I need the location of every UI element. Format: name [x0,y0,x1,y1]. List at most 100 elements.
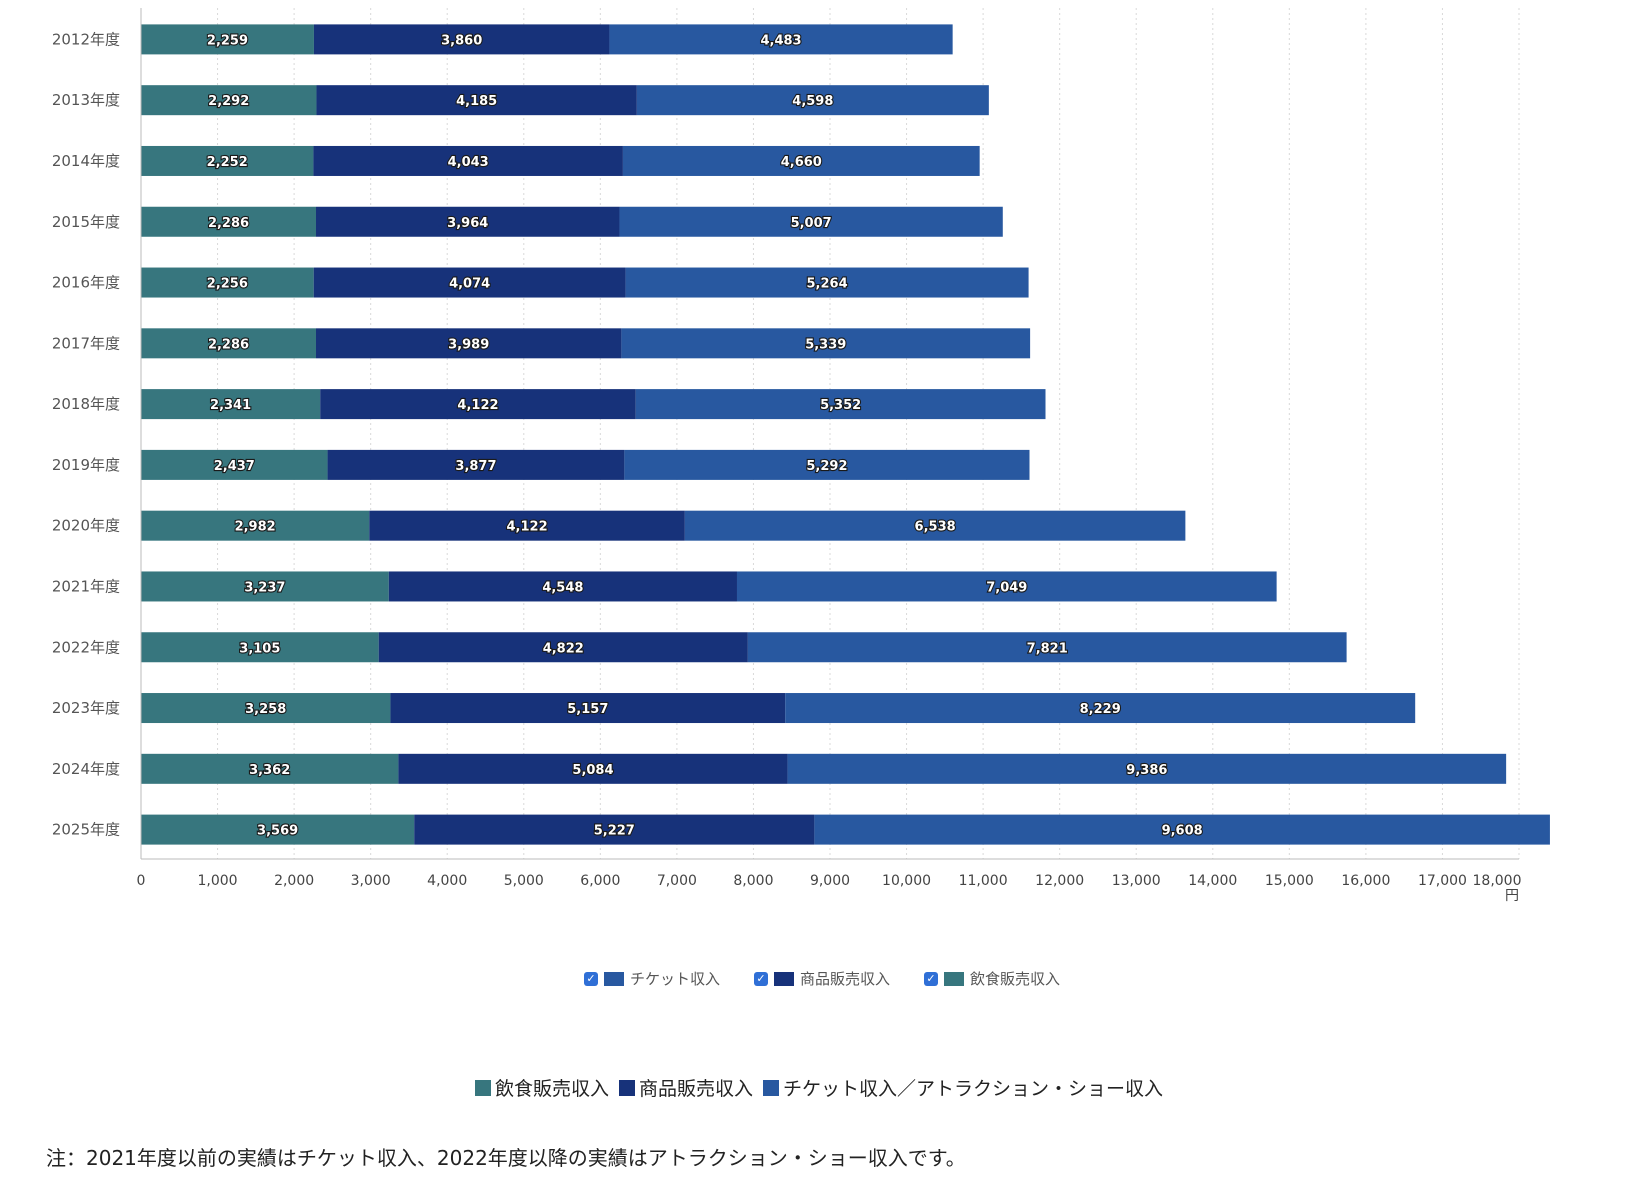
legend: ✓ チケット収入 ✓ 商品販売収入 ✓ 飲食販売収入 [0,968,1644,989]
static-legend-item-food: 飲食販売収入 [474,1074,609,1101]
data-label: 8,229 [1080,702,1121,717]
data-label: 6,538 [915,520,956,535]
x-tick-label: 5,000 [504,873,544,889]
legend-label: 商品販売収入 [799,970,890,988]
data-label: 5,227 [594,824,635,839]
bar-segment[interactable] [369,510,685,541]
bar-segment[interactable] [141,389,321,420]
data-label: 2,259 [207,33,248,48]
bar-segment[interactable] [390,693,786,724]
category-label: 2019年度 [52,456,120,474]
data-label: 2,256 [207,277,248,292]
bar-segment[interactable] [619,206,1003,237]
bar-segment[interactable] [327,449,625,480]
bars: 2,259 3,860 4,483 2,292 4,185 4,598 2,252 4,043… [141,24,1550,845]
bar-segment[interactable] [747,632,1347,663]
bar-segment[interactable] [414,814,815,845]
data-label: 9,386 [1126,763,1167,778]
data-label: 4,122 [457,398,498,413]
footnote: 注：2021年度以前の実績はチケット収入、2022年度以降の実績はアトラクション… [46,1146,966,1170]
data-label: 5,084 [572,763,613,778]
bar-segment[interactable] [622,145,980,176]
bar-segment[interactable] [141,145,314,176]
legend-label: 飲食販売収入 [494,1078,609,1100]
bar-segment[interactable] [313,267,626,298]
bar-segment[interactable] [621,328,1031,359]
checkbox-icon[interactable]: ✓ [753,971,768,986]
bar-segment[interactable] [313,145,623,176]
data-label: 5,264 [807,277,848,292]
data-label: 2,292 [208,94,249,109]
data-label: 5,352 [820,398,861,413]
legend-swatch [474,1079,491,1096]
category-label: 2015年度 [52,213,120,231]
data-label: 2,286 [208,337,249,352]
bar-segment[interactable] [398,753,788,784]
legend-swatch [603,971,624,986]
bar-segment[interactable] [316,206,620,237]
bar-segment[interactable] [378,632,748,663]
checkbox-icon[interactable]: ✓ [924,971,938,986]
bar-segment[interactable] [316,328,622,359]
x-tick-label: 3,000 [351,873,391,889]
bar-segment[interactable] [141,693,391,724]
bar-segment[interactable] [141,85,317,116]
data-label: 5,339 [805,337,846,352]
x-tick-label: 9,000 [810,873,850,889]
x-tick-label: 17,000 [1418,873,1467,889]
bar-segment[interactable] [141,814,415,845]
bar-segment[interactable] [141,510,370,541]
data-label: 7,049 [986,580,1027,595]
bar-segment[interactable] [609,24,953,55]
data-label: 5,292 [806,459,847,474]
data-label: 7,821 [1027,641,1068,656]
x-tick-label: 12,000 [1035,873,1084,889]
category-label: 2023年度 [52,699,120,717]
legend-label: チケット収入 [629,970,720,988]
bar-segment[interactable] [313,24,610,55]
x-tick-label: 15,000 [1265,873,1314,889]
x-axis: 0 1,000 2,000 3,000 4,000 5,000 6,000 7,000 8,00… [137,8,1522,904]
data-label: 3,569 [257,824,298,839]
bar-segment[interactable] [625,267,1029,298]
data-label: 4,548 [542,580,583,595]
legend-item-food[interactable]: ✓ 飲食販売収入 [924,968,1060,989]
legend-swatch [618,1079,635,1096]
category-label: 2025年度 [52,821,120,839]
bar-segment[interactable] [785,693,1416,724]
bar-segment[interactable] [141,449,328,480]
data-label: 3,105 [239,641,280,656]
bar-segment[interactable] [141,24,314,55]
data-label: 4,122 [507,520,548,535]
checkbox-icon[interactable]: ✓ [583,971,598,986]
bar-segment[interactable] [787,753,1507,784]
legend-label: チケット収入／アトラクション・ショー収入 [783,1078,1164,1100]
bar-segment[interactable] [624,449,1030,480]
data-label: 4,660 [781,155,822,170]
bar-segment[interactable] [141,206,317,237]
x-tick-label: 7,000 [657,873,697,889]
bar-segment[interactable] [141,753,399,784]
bar-segment[interactable] [636,85,989,116]
static-legend-item-ticket: チケット収入／アトラクション・ショー収入 [763,1074,1163,1101]
bar-segment[interactable] [141,328,317,359]
bar-segment[interactable] [141,571,389,602]
legend-swatch [773,971,794,986]
data-label: 2,982 [235,520,276,535]
bar-segment[interactable] [635,389,1046,420]
bar-segment[interactable] [141,632,379,663]
data-label: 3,362 [249,763,290,778]
stacked-bar-chart: 2,259 3,860 4,483 2,292 4,185 4,598 2,252 4,043… [52,8,1550,904]
bar-segment[interactable] [141,267,314,298]
x-tick-label: 11,000 [959,873,1008,889]
bar-segment[interactable] [684,510,1186,541]
bar-segment[interactable] [388,571,737,602]
bar-segment[interactable] [320,389,636,420]
bar-segment[interactable] [736,571,1277,602]
legend-item-merchandise[interactable]: ✓ 商品販売収入 [753,968,890,989]
legend-item-ticket[interactable]: ✓ チケット収入 [583,968,720,989]
legend-swatch [763,1079,779,1096]
bar-segment[interactable] [814,814,1550,845]
bar-segment[interactable] [316,85,637,116]
data-label: 4,483 [760,33,801,48]
